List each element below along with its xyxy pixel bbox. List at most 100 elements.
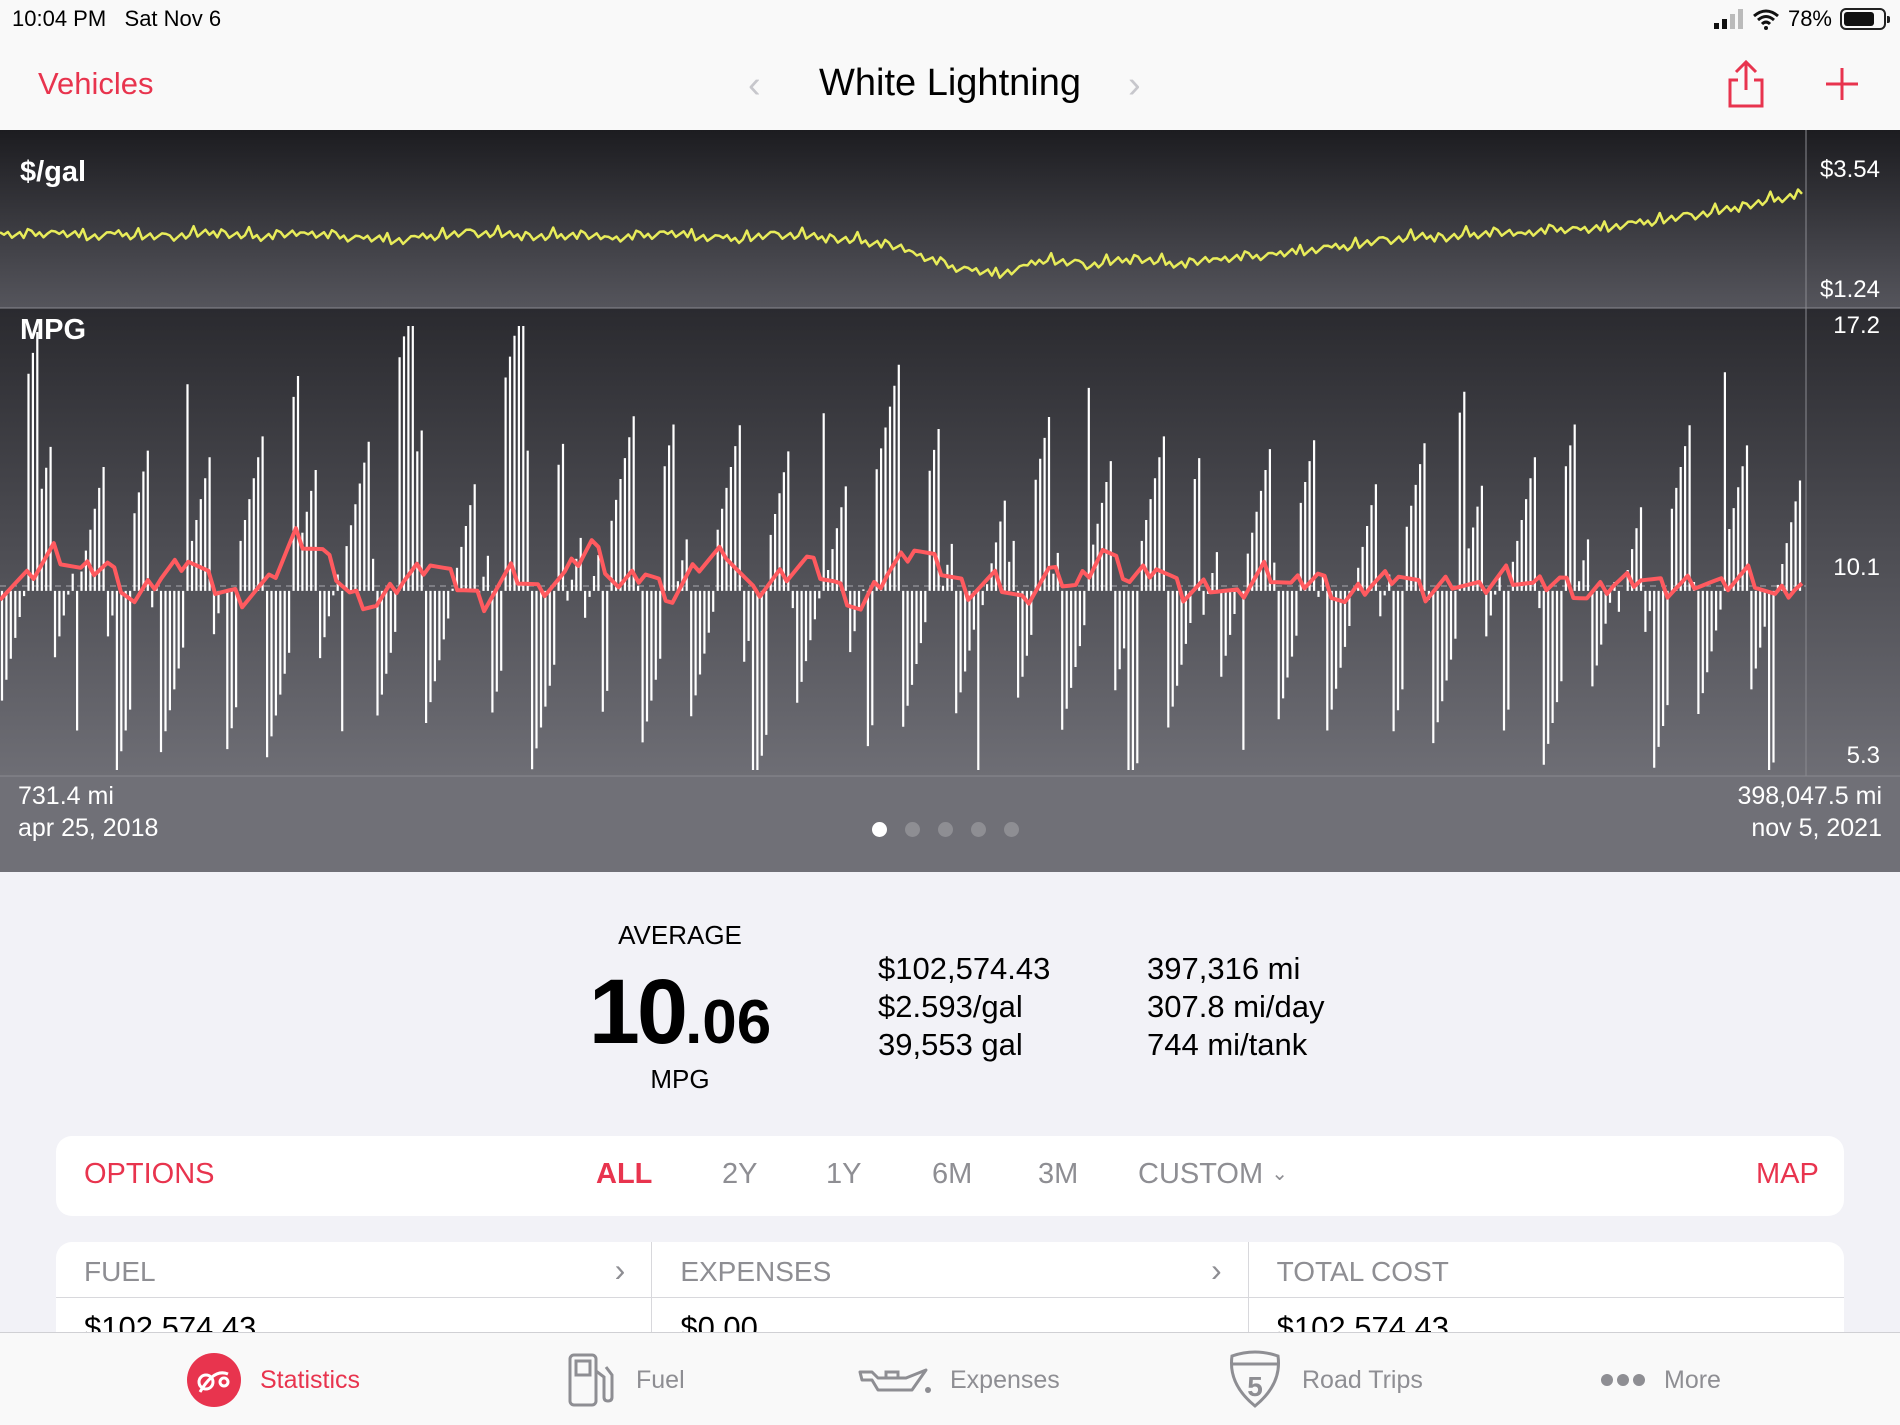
range-custom-label: CUSTOM (1138, 1158, 1264, 1190)
add-button[interactable] (1816, 56, 1868, 112)
mpg-axis-mid-label: 10.1 (1833, 554, 1880, 581)
tab-statistics-label: Statistics (260, 1365, 361, 1394)
range-1y-tab[interactable]: 1Y (826, 1158, 862, 1190)
time-range-filter-bar: OPTIONS ALL 2Y 1Y 6M 3M CUSTOM ⌄ MAP (56, 1136, 1844, 1216)
average-mpg-value: 10.06 (560, 960, 800, 1065)
average-mpg-decimal: .06 (685, 988, 772, 1057)
previous-vehicle-chevron-icon[interactable]: ‹ (748, 64, 761, 106)
status-date: Sat Nov 6 (124, 6, 222, 31)
fuel-card-value: $102,574.43 (84, 1310, 257, 1332)
tab-bar: Statistics Fuel Expenses 5 Road Trips (0, 1332, 1900, 1425)
battery-percent: 78% (1787, 6, 1832, 31)
total-cost-card-value: $102,574.43 (1276, 1310, 1450, 1332)
plus-icon (1826, 68, 1858, 100)
oil-can-icon (858, 1368, 931, 1393)
tab-more-label: More (1664, 1365, 1721, 1394)
options-button[interactable]: OPTIONS (84, 1158, 215, 1190)
fuel-card[interactable]: FUEL › $102,574.43 (56, 1242, 653, 1332)
tab-fuel-label: Fuel (636, 1365, 685, 1394)
fuel-card-title: FUEL (84, 1256, 156, 1287)
status-bar: 10:04 PM Sat Nov 6 78% (0, 0, 1900, 38)
total-cost-card-header: TOTAL COST (1248, 1242, 1844, 1298)
wifi-icon (1752, 9, 1779, 30)
charts-canvas (0, 130, 1900, 872)
navigation-bar: Vehicles White Lightning ‹ › (0, 38, 1900, 130)
expenses-card-title: EXPENSES (680, 1256, 832, 1287)
range-2y-tab[interactable]: 2Y (722, 1158, 758, 1190)
status-time: 10:04 PM (12, 6, 107, 31)
page-dot[interactable] (905, 822, 920, 837)
fuel-pump-icon (568, 1353, 614, 1407)
range-start-date: apr 25, 2018 (18, 814, 159, 842)
chevron-right-icon: › (614, 1252, 626, 1288)
range-6m-tab[interactable]: 6M (932, 1158, 973, 1190)
average-unit: MPG (650, 1064, 710, 1094)
price-per-gallon-line (0, 188, 1803, 279)
range-end-date: nov 5, 2021 (1751, 814, 1882, 842)
expenses-card[interactable]: EXPENSES › $0.00 (652, 1242, 1249, 1332)
page-dot[interactable] (938, 822, 953, 837)
mpg-chart-title: MPG (20, 314, 87, 346)
expenses-card-value: $0.00 (680, 1310, 758, 1332)
cost-stats: $102,574.43 $2.593/gal 39,553 gal (878, 950, 1050, 1064)
range-3m-tab[interactable]: 3M (1038, 1158, 1079, 1190)
tab-statistics[interactable]: Statistics (186, 1351, 360, 1409)
range-all-tab[interactable]: ALL (596, 1158, 653, 1190)
total-cost-card-title: TOTAL COST (1276, 1256, 1449, 1287)
tab-road-trips[interactable]: 5 Road Trips (1226, 1350, 1423, 1409)
chevron-right-icon: › (1211, 1252, 1222, 1288)
price-chart-title: $/gal (20, 156, 87, 188)
summary-section: AVERAGE 10.06 MPG $102,574.43 $2.593/gal… (0, 872, 1900, 1132)
price-axis-max-label: $3.54 (1819, 156, 1880, 183)
price-chart-background (0, 130, 1900, 308)
interstate-shield-icon: 5 (1229, 1350, 1281, 1408)
tab-fuel[interactable]: Fuel (562, 1351, 685, 1409)
mpg-axis-min-label: 5.3 (1846, 742, 1880, 769)
total-cost-stat: $102,574.43 (878, 951, 1051, 986)
vehicle-title: White Lightning (819, 62, 1081, 104)
mpg-axis-max-label: 17.2 (1833, 312, 1880, 339)
range-custom-dropdown[interactable]: CUSTOM ⌄ (1138, 1158, 1288, 1191)
tab-more[interactable]: More (1600, 1351, 1721, 1409)
share-icon (1728, 59, 1764, 108)
cost-cards: FUEL › $102,574.43 EXPENSES › $0.00 TOTA… (56, 1242, 1844, 1332)
mpg-rolling-average-line (0, 526, 1804, 614)
range-start-distance: 731.4 mi (18, 782, 114, 810)
share-button[interactable] (1720, 56, 1772, 112)
total-distance-stat: 397,316 mi (1147, 951, 1301, 986)
expenses-card-header: EXPENSES › (652, 1242, 1248, 1298)
battery-tip (1887, 16, 1890, 23)
next-vehicle-chevron-icon[interactable]: › (1128, 64, 1141, 106)
statistics-chart-panel[interactable]: $/gal $3.54 $1.24 MPG 17.2 10.1 5.3 731.… (0, 130, 1900, 872)
page-indicator[interactable] (872, 822, 1019, 837)
more-dots-icon (1601, 1374, 1645, 1386)
total-gallons-stat: 39,553 gal (878, 1027, 1023, 1062)
statistics-icon (187, 1353, 241, 1407)
miles-per-tank-stat: 744 mi/tank (1147, 1027, 1308, 1062)
map-button[interactable]: MAP (1756, 1158, 1819, 1190)
tab-expenses-label: Expenses (950, 1365, 1060, 1394)
battery-fill (1844, 12, 1874, 26)
fuel-card-header: FUEL › (56, 1242, 652, 1298)
price-axis-min-label: $1.24 (1819, 276, 1880, 303)
svg-text:5: 5 (1247, 1371, 1263, 1402)
chevron-down-icon: ⌄ (1271, 1163, 1288, 1185)
average-mpg-integer: 10 (588, 961, 688, 1063)
battery-icon (1840, 8, 1890, 30)
mpg-bars (0, 326, 1802, 770)
range-end-distance: 398,047.5 mi (1737, 782, 1882, 810)
total-cost-card: TOTAL COST $102,574.43 (1248, 1242, 1844, 1332)
distance-stats: 397,316 mi 307.8 mi/day 744 mi/tank (1147, 950, 1325, 1064)
page-dot[interactable] (872, 822, 887, 837)
status-indicators: 78% (1713, 6, 1890, 32)
tab-expenses[interactable]: Expenses (856, 1351, 1060, 1409)
miles-per-day-stat: 307.8 mi/day (1147, 989, 1325, 1024)
price-per-gallon-stat: $2.593/gal (878, 989, 1023, 1024)
page-dot[interactable] (971, 822, 986, 837)
mpg-chart-background (0, 308, 1900, 776)
vehicles-back-button[interactable]: Vehicles (38, 66, 154, 101)
cellular-signal-icon (1713, 9, 1743, 29)
average-caption: AVERAGE (618, 920, 742, 950)
tab-road-trips-label: Road Trips (1302, 1365, 1423, 1394)
page-dot[interactable] (1004, 822, 1019, 837)
